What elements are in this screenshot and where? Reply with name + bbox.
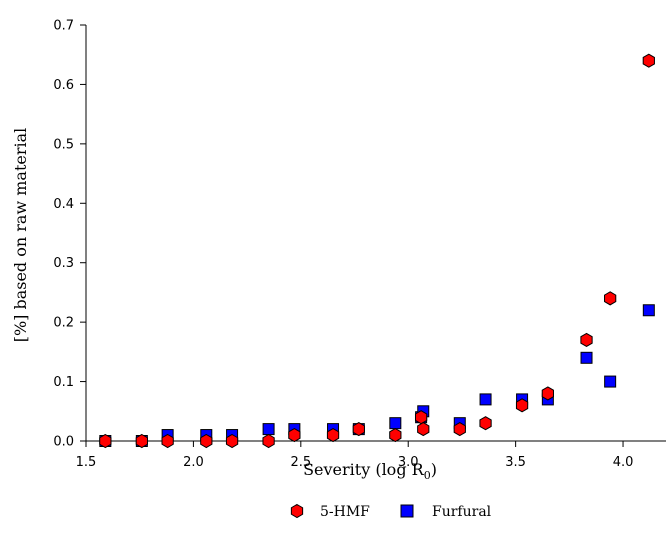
furfural-point [262,423,275,436]
5-hmf-point [225,433,239,449]
5-hmf-point [99,433,112,449]
x-tick-label: 4.0 [613,455,634,470]
x-tick-label: 2.5 [290,455,311,470]
5-hmf-point [200,433,213,449]
5-hmf-point [389,427,402,443]
axes [85,25,666,442]
5-hmf-point [515,398,529,413]
y-tick-label: 0.1 [53,375,74,390]
5-hmf-point [288,427,301,443]
legend-item-furfural: Furfural [400,504,492,520]
y-tick-label: 0.2 [53,316,74,331]
x-axis-title: Severity (log R0) [303,460,437,482]
furfural-point [479,393,492,406]
x-axis-title-subscript: 0 [424,469,431,482]
x-tick-label: 3.5 [505,455,526,470]
5-hmf-point [604,291,617,306]
legend-square-marker [400,504,414,518]
5-hmf-point [352,422,365,437]
5-hmf-point [414,410,428,425]
5-hmf-point [642,53,655,68]
x-axis-title-main: Severity (log R [303,460,425,479]
legend-label-furfural: Furfural [432,504,492,520]
furfural-point [604,375,617,388]
y-tick-label: 0.6 [53,78,74,93]
furfural-point [642,304,655,317]
x-axis-title-suffix: ) [431,460,437,479]
5-hmf-point [479,416,492,431]
x-tick-label: 2.0 [183,455,204,470]
x-axis-ticks: 1.5 2.0 2.5 3.0 3.5 4.0 [76,441,634,470]
data-points [99,53,655,449]
y-axis-ticks: 0.0 0.1 0.2 0.3 0.4 0.5 0.6 0.7 [53,19,86,450]
legend-hexagon-marker [290,503,304,519]
legend: 5-HMF Furfural [290,503,492,520]
5-hmf-point [417,422,430,437]
5-hmf-point [262,433,275,449]
y-tick-label: 0.0 [53,435,74,450]
y-tick-label: 0.3 [53,256,74,271]
5-hmf-point [580,332,593,348]
y-axis-title: [%] based on raw material [11,128,30,343]
y-tick-label: 0.4 [53,197,74,212]
5-hmf-point [326,427,340,443]
y-tick-label: 0.7 [53,19,74,34]
y-tick-label: 0.5 [53,137,74,152]
5-hmf-point [541,386,554,401]
5-hmf-point [453,422,466,437]
legend-item-5-hmf: 5-HMF [290,503,370,520]
5-hmf-point [135,433,148,449]
x-tick-label: 1.5 [76,455,97,470]
legend-label-5-hmf: 5-HMF [320,504,370,520]
5-hmf-point [161,433,174,449]
furfural-point [389,417,402,430]
furfural-point [580,351,593,364]
x-tick-label: 3.0 [398,455,419,470]
